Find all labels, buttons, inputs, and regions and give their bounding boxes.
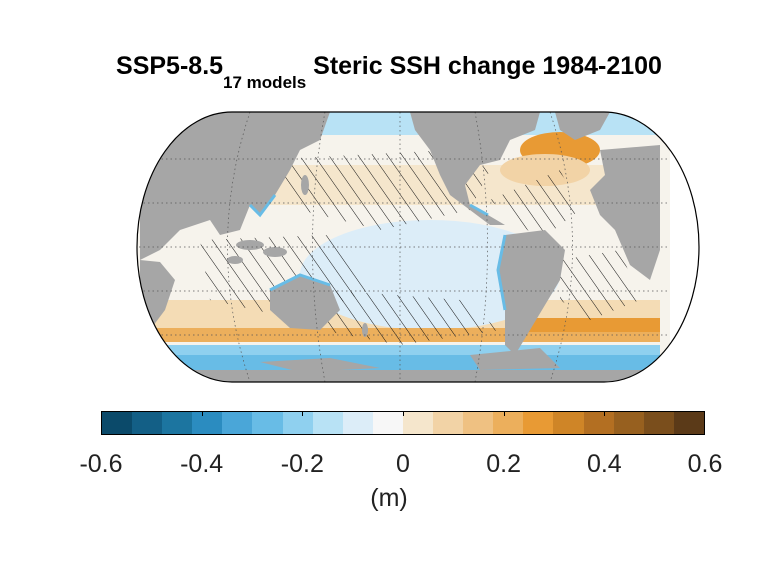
colorbar-swatch <box>282 412 313 434</box>
map-frame <box>136 111 700 383</box>
colorbar-swatch <box>673 412 704 434</box>
coastal-anomaly <box>248 194 507 311</box>
world-map <box>136 111 700 383</box>
colorbar-tick-mark <box>604 411 606 416</box>
colorbar-unit-label: (m) <box>370 484 408 512</box>
colorbar-swatch <box>523 412 554 434</box>
colorbar-tick-label: 0 <box>396 450 410 478</box>
colorbar-tick-label: -0.2 <box>280 450 324 478</box>
colorbar-tick-label: 0.2 <box>486 450 522 478</box>
colorbar-swatch <box>493 412 524 434</box>
title-scenario: SSP5-8.5 <box>116 52 224 80</box>
colorbar-swatch <box>433 412 464 434</box>
map-ocean-field <box>137 112 670 382</box>
colorbar-swatch <box>162 412 193 434</box>
colorbar-tick-mark <box>503 411 505 416</box>
colorbar-swatch <box>463 412 494 434</box>
colorbar-tick-mark <box>704 411 705 416</box>
colorbar-swatch <box>402 412 434 434</box>
colorbar-swatch <box>132 412 163 434</box>
colorbar-tick-label: 0.4 <box>586 450 622 478</box>
colorbar-swatch <box>372 412 403 434</box>
colorbar-tick-mark <box>201 411 203 416</box>
title-description: Steric SSH change 1984-2100 <box>313 52 662 80</box>
colorbar-tick-label: -0.6 <box>79 450 123 478</box>
colorbar-swatch <box>553 412 584 434</box>
colorbar-swatch <box>102 412 133 434</box>
colorbar-swatch <box>192 412 223 434</box>
colorbar-swatch <box>252 412 283 434</box>
colorbar-swatch <box>312 412 343 434</box>
colorbar-tick-mark <box>101 411 102 416</box>
map-title: SSP5-8.517 models Steric SSH change 1984… <box>0 52 778 92</box>
colorbar-swatch <box>583 412 614 434</box>
colorbar-swatch <box>222 412 253 434</box>
colorbar-tick-label: 0.6 <box>687 450 723 478</box>
colorbar-swatch <box>613 412 644 434</box>
graticule <box>137 112 670 382</box>
colorbar-swatch <box>342 412 373 434</box>
colorbar-tick-mark <box>302 411 304 416</box>
colorbar-tick-mark <box>403 411 404 416</box>
title-model-count: 17 models <box>223 73 307 92</box>
colorbar-swatch <box>643 412 674 434</box>
land <box>140 112 660 382</box>
colorbar-tick-label: -0.4 <box>180 450 224 478</box>
